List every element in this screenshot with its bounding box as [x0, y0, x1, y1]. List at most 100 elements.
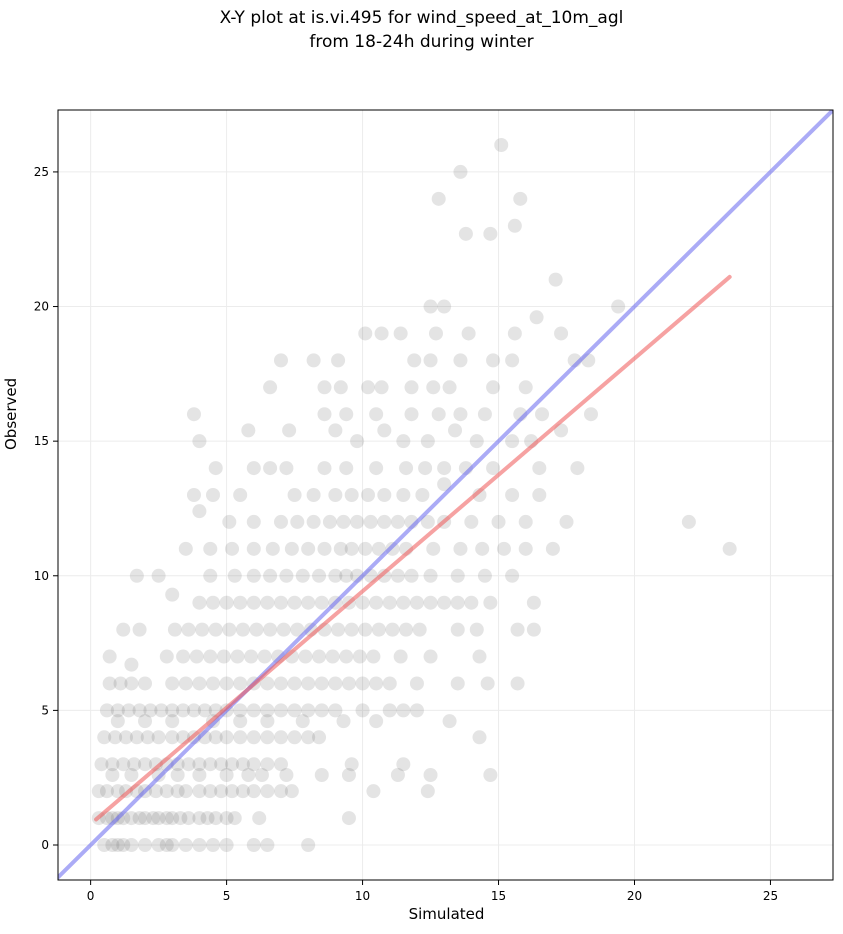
data-point: [265, 541, 280, 556]
data-point: [279, 768, 294, 782]
data-point: [306, 514, 321, 529]
data-point: [317, 407, 332, 422]
data-point: [246, 784, 261, 799]
data-point: [287, 488, 302, 502]
data-point: [339, 461, 354, 476]
data-point: [206, 488, 220, 502]
y-tick-label: 10: [34, 569, 49, 583]
data-point: [282, 423, 297, 438]
data-point: [301, 730, 316, 745]
data-point: [295, 714, 310, 729]
data-point: [181, 622, 196, 637]
data-point: [428, 326, 443, 341]
data-point: [140, 730, 155, 745]
data-point: [241, 768, 256, 782]
data-point: [420, 784, 435, 799]
data-point: [246, 461, 261, 476]
data-point: [192, 784, 207, 799]
data-point: [396, 595, 411, 610]
data-point: [235, 757, 250, 772]
data-point: [545, 541, 560, 556]
data-point: [404, 407, 419, 422]
data-point: [458, 226, 473, 241]
data-point: [510, 676, 525, 691]
data-point: [448, 423, 463, 438]
data-point: [306, 488, 321, 502]
data-point: [186, 407, 201, 422]
data-point: [423, 353, 438, 368]
data-point: [138, 838, 153, 852]
data-point: [314, 703, 329, 718]
data-point: [312, 568, 327, 583]
data-point: [469, 622, 484, 637]
data-point: [276, 622, 291, 637]
data-point: [423, 649, 438, 664]
data-point: [352, 649, 367, 664]
data-point: [529, 310, 544, 325]
data-point: [260, 784, 275, 799]
data-point: [328, 488, 343, 502]
data-point: [369, 714, 384, 729]
data-point: [431, 407, 446, 422]
data-point: [570, 461, 585, 476]
data-point: [173, 811, 188, 826]
data-point: [254, 768, 269, 782]
data-point: [118, 730, 133, 745]
data-point: [350, 434, 365, 449]
data-point: [178, 838, 193, 852]
data-point: [203, 757, 218, 772]
data-point: [390, 768, 405, 782]
data-point: [138, 676, 153, 691]
data-point: [192, 757, 207, 772]
data-point: [472, 649, 487, 664]
data-point: [431, 191, 446, 206]
data-point: [409, 703, 424, 718]
data-point: [181, 811, 196, 826]
data-point: [246, 703, 261, 718]
data-point: [214, 757, 229, 772]
data-point: [206, 838, 220, 852]
data-point: [532, 488, 547, 502]
data-point: [97, 730, 112, 745]
data-point: [312, 649, 327, 664]
data-point: [225, 784, 240, 799]
data-point: [336, 714, 351, 729]
data-point: [165, 730, 180, 745]
data-point: [124, 676, 139, 691]
data-point: [263, 380, 278, 395]
data-point: [208, 730, 223, 745]
data-point: [363, 514, 378, 529]
chart-title: X-Y plot at is.vi.495 for wind_speed_at_…: [219, 8, 624, 28]
data-point: [548, 272, 563, 287]
data-point: [110, 703, 125, 718]
data-point: [301, 838, 316, 852]
data-point: [244, 649, 259, 664]
data-point: [472, 730, 487, 745]
data-point: [159, 811, 174, 826]
data-point: [369, 676, 384, 691]
data-point: [230, 649, 245, 664]
data-point: [486, 461, 501, 476]
one-to-one-line: [58, 110, 833, 880]
data-point: [206, 595, 220, 610]
data-point: [203, 784, 218, 799]
data-point: [105, 768, 120, 782]
data-point: [233, 714, 248, 729]
data-point: [219, 730, 234, 745]
data-point: [263, 568, 278, 583]
data-point: [415, 488, 430, 502]
data-point: [181, 757, 196, 772]
data-point: [507, 326, 522, 341]
data-point: [235, 784, 250, 799]
data-point: [148, 784, 163, 799]
data-point: [314, 676, 329, 691]
data-point: [284, 541, 299, 556]
data-point: [124, 657, 139, 672]
data-point: [374, 380, 389, 395]
chart-subtitle: from 18-24h during winter: [309, 32, 534, 52]
data-point: [260, 757, 275, 772]
x-tick-label: 10: [355, 889, 370, 903]
data-point: [369, 595, 384, 610]
data-point: [494, 138, 509, 152]
data-point: [366, 784, 381, 799]
